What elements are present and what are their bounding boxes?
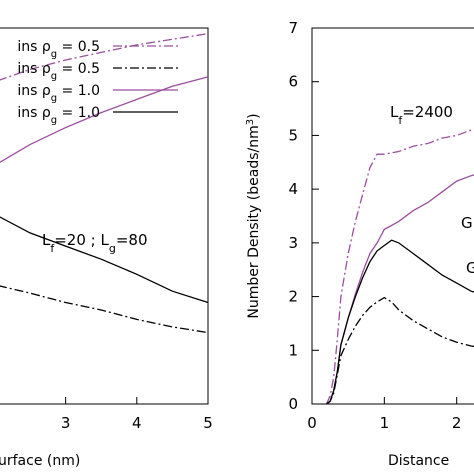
right-chart-panel: 0 1 2 3 4 5 6 7 0 1 2 Lf=2400 G G Number Density (… — [245, 19, 474, 469]
left-legend-label-1: ins ρg = 0.5 — [17, 61, 100, 82]
right-y-tick-label-6: 6 — [288, 73, 298, 91]
right-y-axis-label: Number Density (beads/nm3) — [245, 113, 263, 318]
right-side-label-2: G — [466, 259, 474, 277]
right-plot-frame — [311, 27, 474, 405]
right-axis-ticks: 0 1 2 3 4 5 6 7 0 1 2 — [288, 19, 461, 432]
left-plot-frame — [0, 27, 209, 405]
right-x-tick-label-1: 1 — [380, 414, 390, 432]
right-annotation: Lf=2400 — [390, 103, 453, 127]
right-side-label-1: G — [461, 214, 473, 232]
right-series-group — [325, 128, 474, 405]
right-series-line-1 — [326, 174, 474, 405]
left-series-group — [0, 32, 209, 334]
right-series-line-2 — [326, 239, 474, 405]
left-x-axis-label: urface (nm) — [0, 453, 80, 469]
left-series-line-2 — [0, 76, 209, 163]
left-annotation: Lf=20 ; Lg=80 — [42, 231, 147, 255]
right-y-tick-label-4: 4 — [288, 180, 298, 198]
left-legend-label-3: ins ρg = 1.0 — [17, 105, 100, 126]
right-y-tick-label-2: 2 — [288, 288, 298, 306]
right-x-tick-label-2: 2 — [452, 414, 462, 432]
right-series-line-3 — [326, 296, 474, 405]
right-y-tick-label-0: 0 — [288, 395, 298, 413]
left-legend-label-0: ins ρg = 0.5 — [17, 39, 100, 60]
left-series-line-1 — [0, 285, 209, 334]
right-y-tick-label-1: 1 — [288, 341, 298, 359]
left-x-tick-label-2: 5 — [203, 414, 213, 432]
left-legend-label-2: ins ρg = 1.0 — [17, 83, 100, 104]
left-x-tick-label-1: 4 — [132, 414, 142, 432]
right-series-line-0 — [325, 128, 474, 405]
right-x-axis-label: Distance — [388, 453, 449, 469]
right-y-tick-label-7: 7 — [288, 19, 298, 37]
left-series-line-3 — [0, 216, 209, 304]
right-y-tick-label-5: 5 — [288, 126, 298, 144]
right-x-tick-label-0: 0 — [307, 414, 317, 432]
left-series-line-0 — [0, 32, 209, 81]
left-x-tick-label-0: 3 — [61, 414, 71, 432]
left-x-ticks: 3 4 5 — [61, 397, 213, 432]
right-y-tick-label-3: 3 — [288, 234, 298, 252]
